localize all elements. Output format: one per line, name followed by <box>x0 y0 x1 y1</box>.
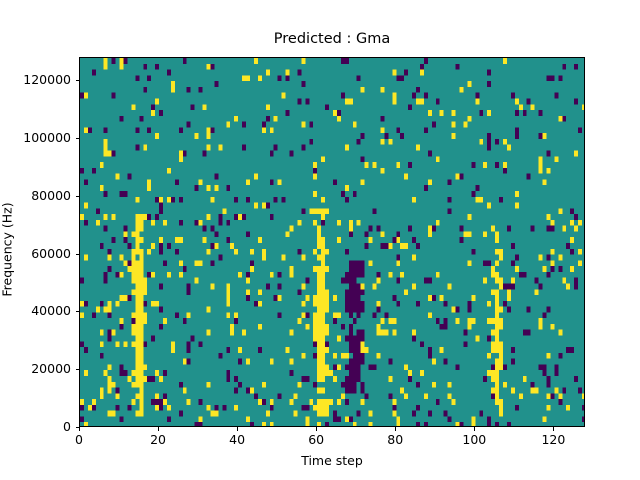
y-tick-label: 120000 <box>23 72 71 88</box>
y-tick-label: 0 <box>63 419 71 434</box>
y-tick-mark <box>75 427 79 429</box>
x-tick-mark <box>79 427 81 431</box>
x-tick-label: 80 <box>387 432 404 447</box>
x-tick-mark <box>158 427 160 431</box>
x-tick-label: 20 <box>150 432 167 447</box>
y-tick-mark <box>75 137 79 140</box>
x-tick-mark <box>237 427 239 431</box>
y-tick-mark <box>75 195 79 197</box>
y-tick-mark <box>75 80 79 82</box>
x-tick-label: 0 <box>75 432 83 447</box>
y-tick-label: 100000 <box>23 129 71 145</box>
y-tick-mark <box>75 311 79 313</box>
heatmap-axes <box>79 57 585 427</box>
x-tick-label: 120 <box>541 432 566 447</box>
y-tick-mark <box>75 369 79 371</box>
y-tick-label: 60000 <box>31 245 71 261</box>
page-title: Predicted : Gma <box>273 31 391 47</box>
x-tick-mark <box>316 427 318 431</box>
x-tick-mark <box>474 427 476 431</box>
x-tick-mark <box>553 427 555 431</box>
x-tick-mark <box>395 427 397 431</box>
x-axis-label: Time step <box>301 453 363 468</box>
y-tick-label: 20000 <box>31 361 71 377</box>
y-axis-label: Frequency (Hz) <box>0 202 15 297</box>
heatmap-image <box>80 58 584 426</box>
x-tick-label: 60 <box>308 432 325 447</box>
y-tick-mark <box>75 253 79 255</box>
y-tick-label: 80000 <box>31 187 71 203</box>
x-tick-label: 100 <box>462 432 487 447</box>
x-tick-label: 40 <box>229 432 246 447</box>
y-tick-label: 40000 <box>31 303 71 319</box>
